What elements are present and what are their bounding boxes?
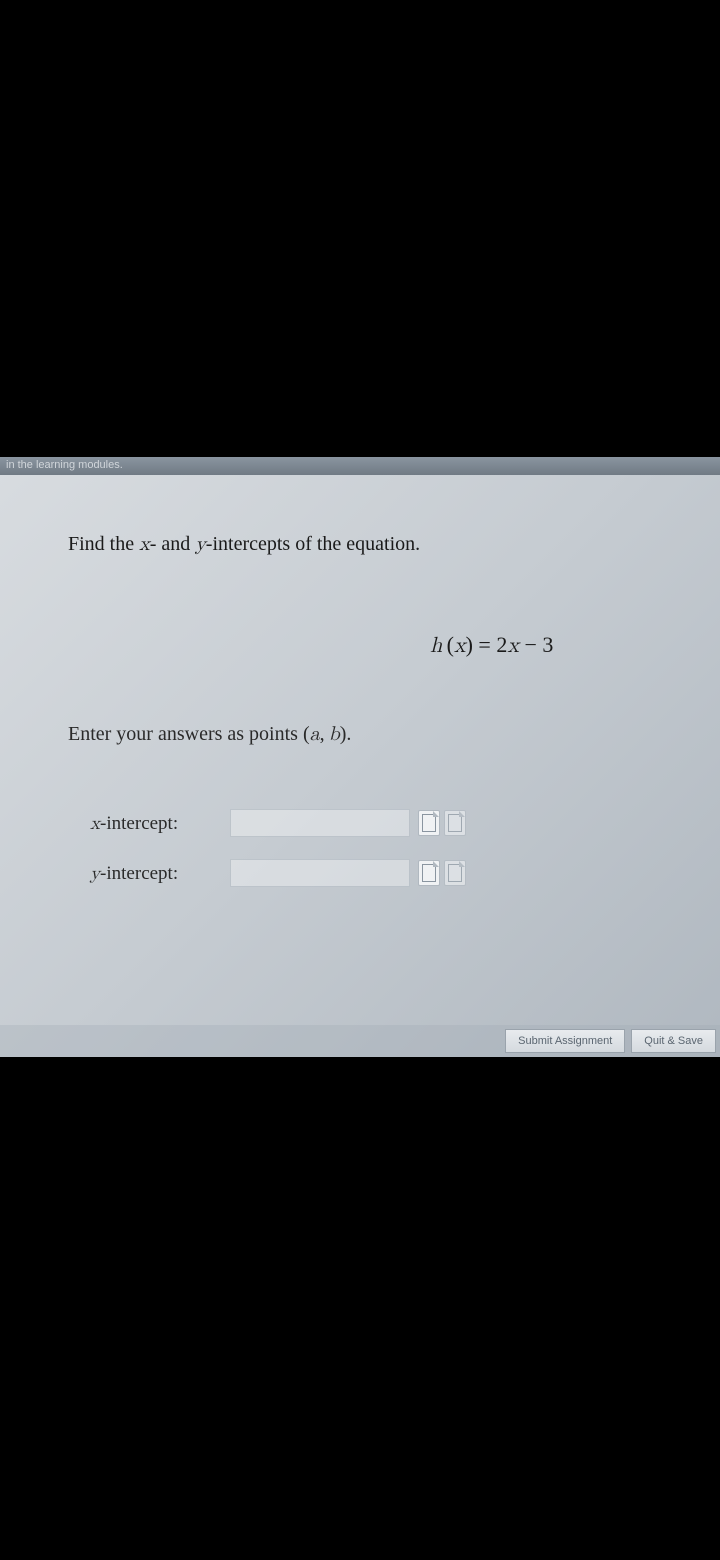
coef: 2 [496, 632, 507, 657]
var-y: y [195, 534, 206, 554]
y-intercept-row: y-intercept: [90, 857, 466, 889]
func-arg: x [454, 635, 466, 657]
button-bar: Submit Assignment Quit & Save [0, 1025, 720, 1057]
equation-display: h (x) = 2x − 3 [430, 632, 553, 659]
prompt-text: -intercepts of the equation. [206, 533, 420, 555]
point-b: b [329, 724, 340, 744]
question-prompt: Find the x- and y-intercepts of the equa… [68, 532, 420, 556]
label-suffix: -intercept: [100, 863, 178, 884]
header-text: in the learning modules. [0, 457, 720, 475]
label-var: x [90, 814, 100, 833]
label-var: y [90, 864, 100, 883]
x-intercept-label: x-intercept: [90, 812, 220, 835]
help-icon[interactable] [444, 810, 466, 836]
instruction-text: Enter your answers as points (a, b). [68, 722, 351, 746]
point-a: a [310, 724, 320, 744]
preview-icon[interactable] [418, 860, 440, 886]
preview-icon[interactable] [418, 810, 440, 836]
var-x: x [139, 534, 150, 554]
y-intercept-label: y-intercept: [90, 862, 220, 885]
x-intercept-row: x-intercept: [90, 807, 466, 839]
const: 3 [542, 632, 553, 657]
help-icon[interactable] [444, 860, 466, 886]
label-suffix: -intercept: [100, 813, 178, 834]
x-intercept-input[interactable] [230, 809, 410, 837]
rhs-var: x [507, 635, 519, 657]
instr-prefix: Enter your answers as points [68, 723, 303, 745]
prompt-text: Find the [68, 533, 139, 555]
quit-save-button[interactable]: Quit & Save [631, 1029, 716, 1053]
y-intercept-input[interactable] [230, 859, 410, 887]
submit-button[interactable]: Submit Assignment [505, 1029, 625, 1053]
prompt-text: - and [150, 533, 196, 555]
func-name: h [430, 635, 442, 657]
question-panel: in the learning modules. Find the x- and… [0, 457, 720, 1057]
